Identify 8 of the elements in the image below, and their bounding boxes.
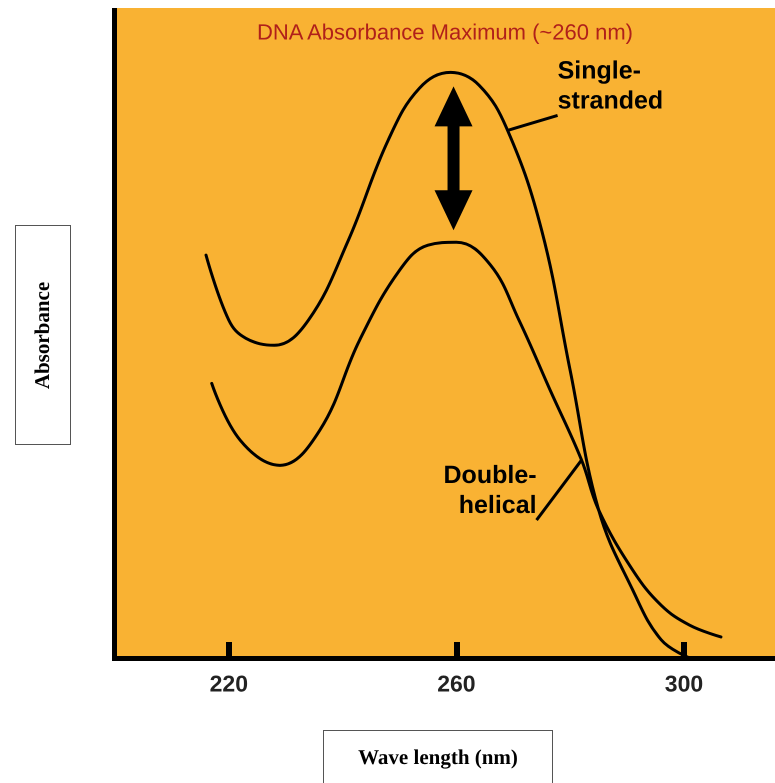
x-axis-title: Wave length (nm) xyxy=(323,730,553,783)
text: Single-stranded xyxy=(558,56,664,114)
x-tick-label: 260 xyxy=(437,670,476,696)
x-tick-label: 220 xyxy=(210,670,248,696)
x-tick-label: 300 xyxy=(664,670,704,696)
series-label: Double-helical xyxy=(444,461,537,520)
chart-title: DNA Absorbance Maximum (~260 nm) xyxy=(257,20,633,44)
y-axis-title: Absorbance xyxy=(30,281,56,389)
